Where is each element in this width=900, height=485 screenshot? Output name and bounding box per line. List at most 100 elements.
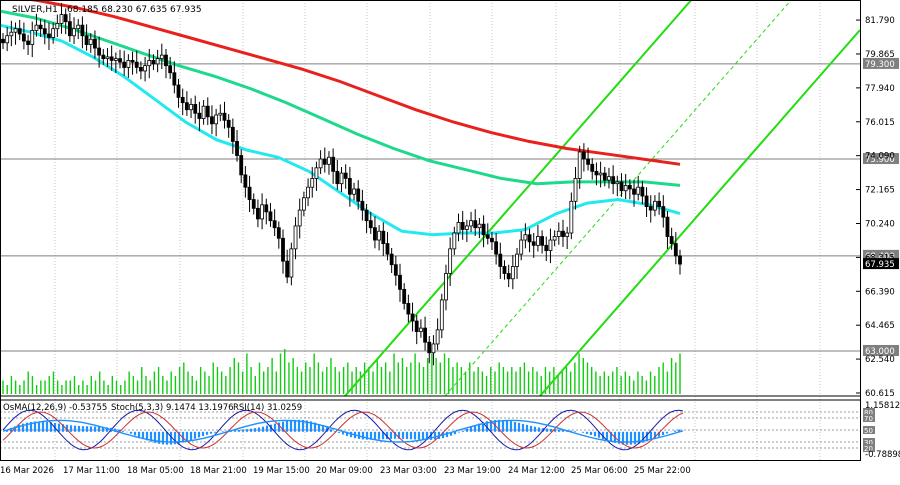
candle-body bbox=[502, 266, 507, 274]
candle-body bbox=[84, 35, 89, 45]
candle-body bbox=[201, 105, 206, 119]
candle-body bbox=[327, 156, 331, 165]
candle-body bbox=[13, 28, 18, 33]
candle-body bbox=[385, 243, 390, 255]
candle-body bbox=[586, 158, 590, 165]
candle-body bbox=[439, 299, 444, 331]
candle-body bbox=[51, 28, 56, 38]
candle-body bbox=[306, 186, 310, 199]
candle-body bbox=[285, 260, 290, 278]
candle-body bbox=[55, 23, 60, 30]
candle-body bbox=[93, 38, 97, 49]
candle-body bbox=[423, 327, 427, 343]
price-level-box bbox=[863, 153, 899, 165]
oscillator-level-label: 20 bbox=[864, 445, 873, 453]
x-tick-label: 17 Mar 11:00 bbox=[63, 466, 120, 476]
candle-body bbox=[218, 112, 223, 116]
candle-body bbox=[105, 56, 110, 60]
candle-body bbox=[556, 230, 561, 237]
candle-body bbox=[448, 248, 453, 274]
rsi-line bbox=[2, 419, 684, 443]
candle-body bbox=[377, 230, 382, 241]
candle-body bbox=[67, 21, 72, 37]
price-level-label: 73.900 bbox=[865, 155, 895, 165]
x-tick-label: 25 Mar 22:00 bbox=[634, 466, 691, 476]
candle-body bbox=[485, 234, 490, 239]
candle-body bbox=[164, 54, 168, 67]
candle-body bbox=[318, 158, 323, 169]
candles bbox=[1, 3, 682, 366]
candle-body bbox=[356, 188, 361, 202]
candle-body bbox=[552, 236, 557, 241]
candle-body bbox=[143, 65, 147, 72]
oscillator-level-label: 70 bbox=[864, 415, 873, 423]
candle-body bbox=[17, 28, 22, 35]
candle-body bbox=[205, 105, 210, 118]
candle-body bbox=[139, 67, 143, 72]
candle-body bbox=[611, 176, 616, 185]
candle-body bbox=[47, 33, 51, 38]
price-level-label: 79.300 bbox=[865, 60, 895, 70]
candle-body bbox=[364, 209, 369, 222]
price-level-label: 68.400 bbox=[865, 252, 895, 262]
candle-body bbox=[88, 38, 93, 45]
candle-body bbox=[640, 186, 645, 197]
candle-body bbox=[581, 151, 586, 160]
candle-body bbox=[435, 329, 440, 345]
candle-body bbox=[151, 60, 156, 65]
candle-body bbox=[673, 243, 678, 257]
candle-body bbox=[464, 225, 469, 230]
candle-body bbox=[30, 30, 35, 45]
candle-body bbox=[59, 14, 64, 24]
header-ohlc: 68.185 68.230 67.635 67.935 bbox=[67, 5, 202, 15]
candle-body bbox=[561, 230, 565, 237]
indicator-scale-bottom: -0.78898 bbox=[865, 450, 900, 460]
y-tick-label: 79.865 bbox=[865, 50, 895, 60]
candle-body bbox=[243, 174, 248, 188]
candle-body bbox=[510, 266, 515, 280]
y-tick-label: 81.790 bbox=[865, 16, 895, 26]
regression-channel bbox=[344, 0, 861, 397]
candle-body bbox=[343, 172, 348, 179]
candle-body bbox=[548, 239, 553, 252]
candle-body bbox=[155, 58, 160, 65]
candle-body bbox=[410, 313, 415, 322]
y-tick-label: 60.615 bbox=[865, 389, 895, 399]
candle-body bbox=[235, 141, 239, 156]
price-level-box bbox=[863, 249, 899, 261]
candle-body bbox=[168, 65, 173, 74]
channel-upper-line bbox=[344, 0, 693, 397]
candle-body bbox=[347, 178, 352, 195]
stoch-main-line bbox=[2, 409, 684, 451]
candle-body bbox=[636, 186, 641, 195]
candle-body bbox=[602, 172, 607, 181]
channel-lower-line bbox=[539, 29, 861, 397]
ma-green-line bbox=[0, 9, 681, 187]
candle-body bbox=[427, 341, 432, 354]
candle-body bbox=[72, 28, 76, 37]
y-tick-label: 74.090 bbox=[865, 152, 895, 162]
price-level-box bbox=[863, 57, 899, 69]
candle-body bbox=[490, 237, 494, 243]
candle-body bbox=[197, 112, 202, 119]
candle-body bbox=[101, 54, 106, 60]
candle-body bbox=[398, 274, 402, 290]
candle-body bbox=[147, 60, 152, 67]
oscillator-level-box bbox=[863, 408, 875, 416]
candle-body bbox=[38, 24, 43, 30]
candle-body bbox=[431, 343, 436, 354]
x-tick-label: 23 Mar 19:00 bbox=[444, 466, 501, 476]
candle-body bbox=[419, 327, 423, 333]
candle-body bbox=[268, 211, 273, 222]
candle-body bbox=[222, 112, 227, 121]
candle-body bbox=[297, 209, 302, 227]
candle-body bbox=[339, 172, 344, 185]
candle-body bbox=[657, 200, 662, 207]
candle-body bbox=[477, 223, 482, 229]
candle-body bbox=[414, 320, 419, 333]
candle-body bbox=[627, 185, 632, 190]
candle-body bbox=[63, 14, 68, 23]
candle-body bbox=[598, 172, 603, 176]
